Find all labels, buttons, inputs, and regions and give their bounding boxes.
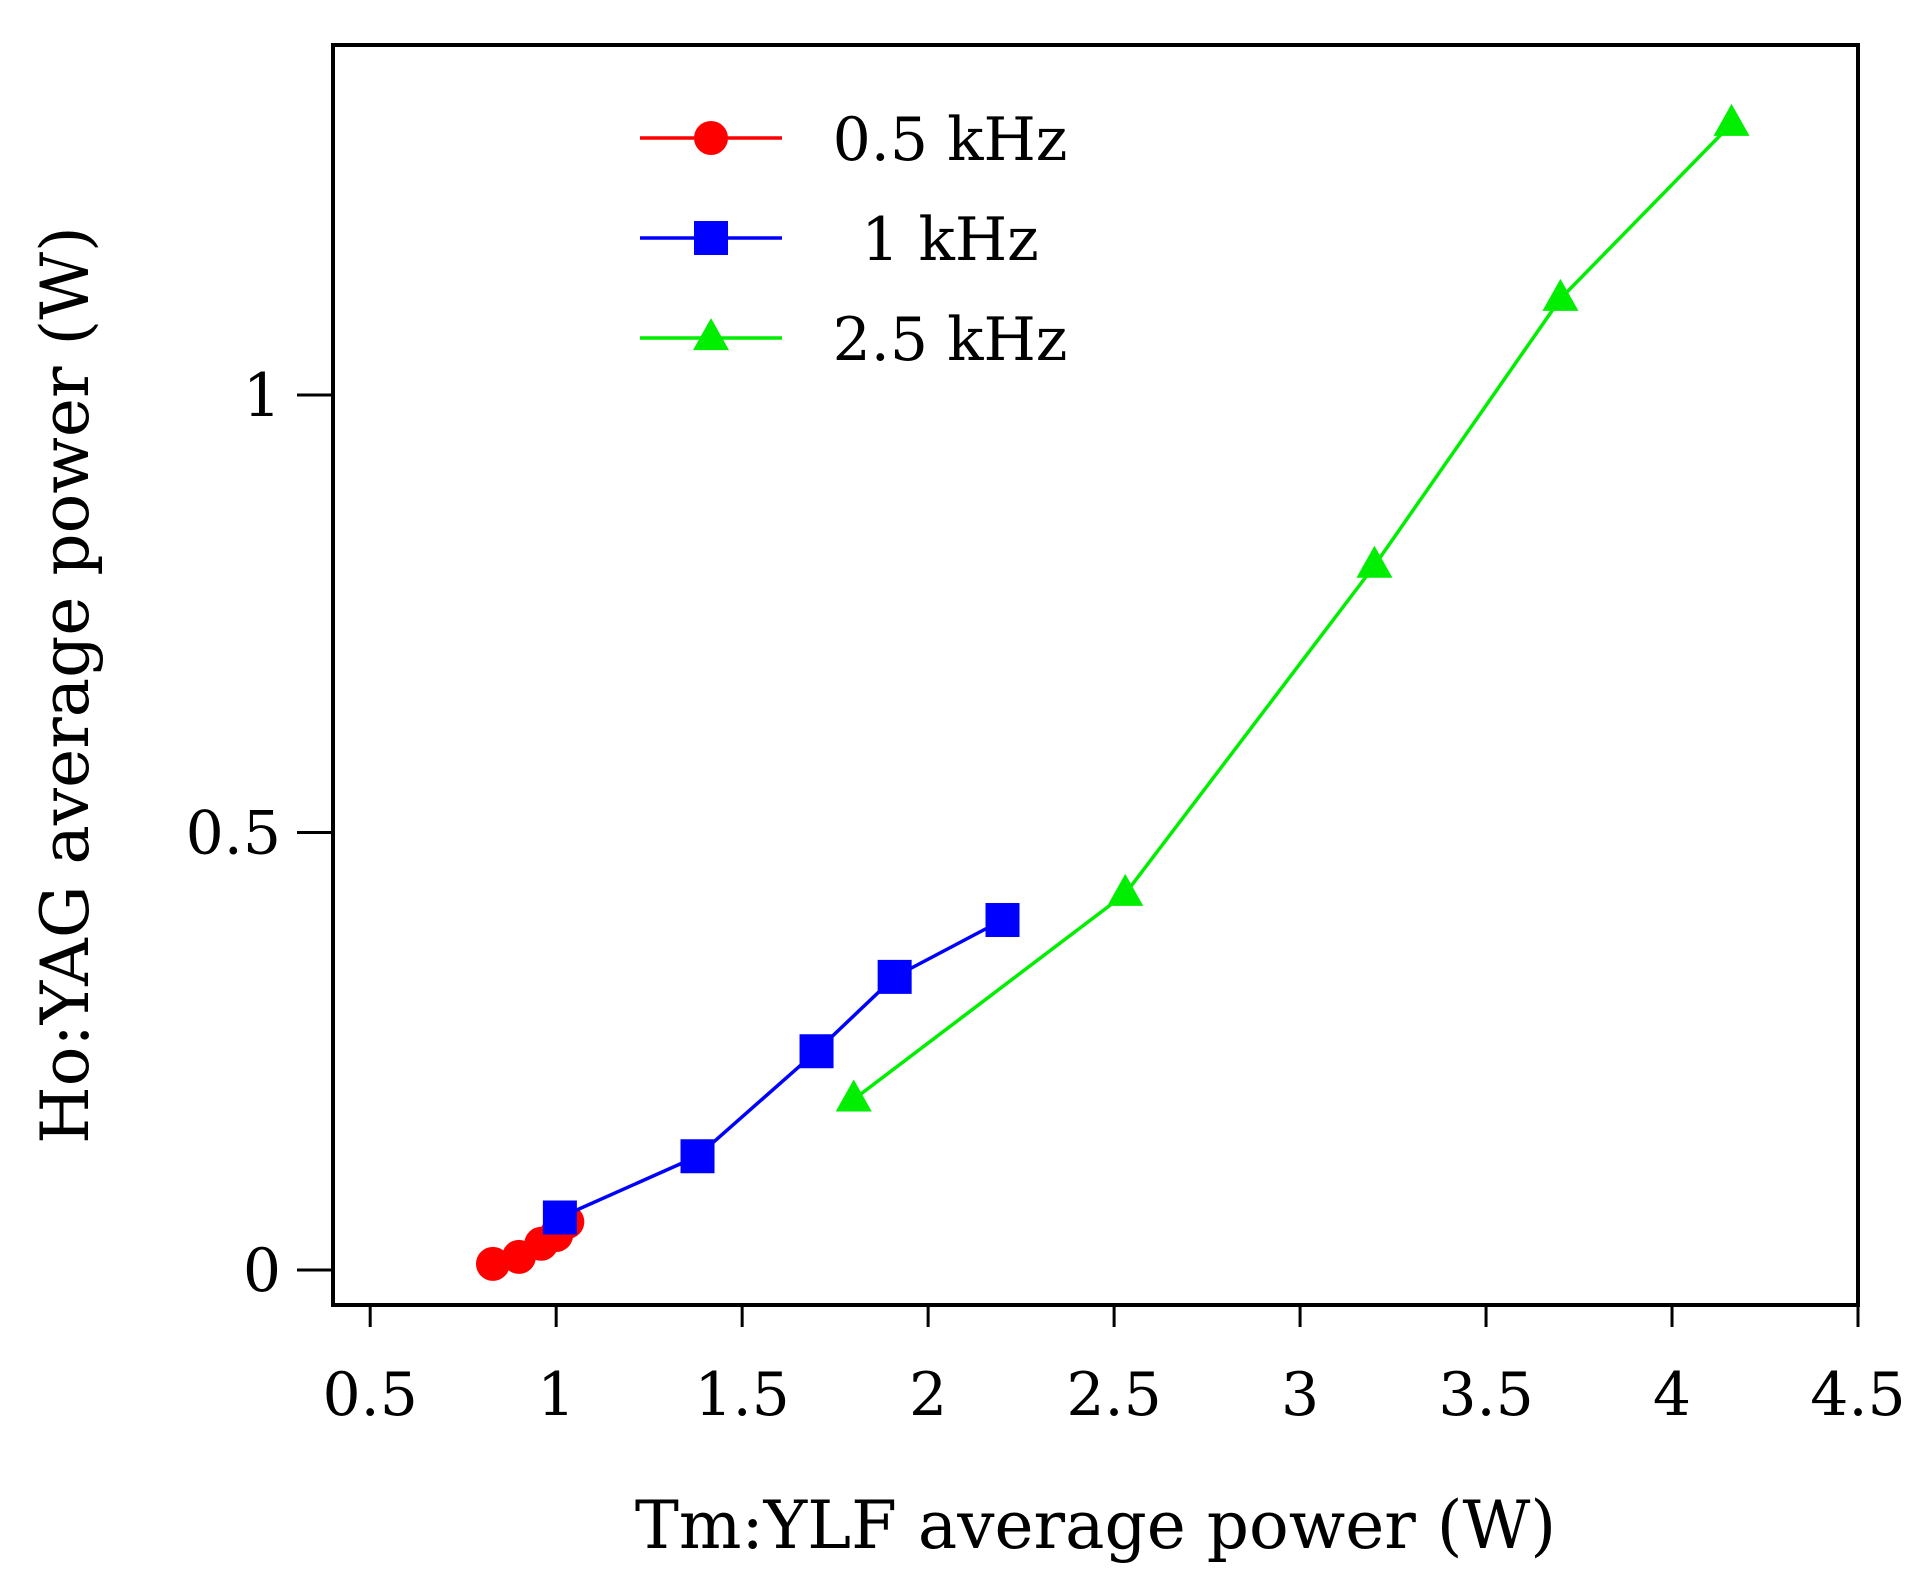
x-tick-label: 2.5 (1066, 1360, 1161, 1430)
legend-marker (694, 221, 728, 255)
y-tick-label: 1 (243, 361, 281, 431)
legend-label: 2.5 kHz (833, 305, 1068, 375)
legend-marker (694, 121, 728, 155)
series-3 (835, 103, 1750, 1112)
data-point (877, 959, 912, 994)
data-point (985, 903, 1020, 937)
data-point (475, 1246, 510, 1281)
data-point (835, 1079, 872, 1112)
legend-item: 2.5 kHz (640, 305, 1067, 375)
x-axis: 0.5 1 1.5 2 2.5 3 3.5 4 4.5 (322, 1305, 1906, 1430)
legend-label: 0.5 kHz (833, 105, 1068, 175)
x-tick-label: 1.5 (694, 1360, 789, 1430)
x-tick-label: 0.5 (322, 1360, 417, 1430)
series-2 (542, 903, 1020, 1235)
plot-frame (331, 43, 1860, 1307)
legend-marker (693, 318, 729, 351)
data-point (1107, 873, 1144, 906)
legend: 0.5 kHz 1 kHz 2.5 kHz (640, 105, 1067, 375)
y-tick-label: 0 (243, 1236, 281, 1306)
y-axis-title: Ho:YAG average power (W) (27, 226, 104, 1144)
x-tick-label: 3.5 (1438, 1360, 1533, 1430)
data-point (680, 1139, 715, 1174)
data-point (542, 1200, 577, 1235)
y-axis: 00.51 (186, 361, 333, 1306)
data-point (1542, 278, 1579, 311)
legend-item: 1 kHz (640, 205, 1039, 275)
data-point (1356, 545, 1393, 578)
x-tick-label: 4.5 (1810, 1360, 1905, 1430)
x-tick-label: 1 (537, 1360, 575, 1430)
x-tick-label: 4 (1653, 1360, 1691, 1430)
x-tick-label: 3 (1281, 1360, 1319, 1430)
data-point (799, 1034, 834, 1069)
x-tick-label: 2 (909, 1360, 947, 1430)
y-tick-label: 0.5 (186, 799, 281, 869)
data-point (1713, 103, 1750, 136)
legend-label: 1 kHz (861, 205, 1039, 275)
x-axis-title: Tm:YLF average power (W) (635, 1487, 1556, 1564)
series-layer (475, 103, 1750, 1281)
legend-item: 0.5 kHz (640, 105, 1067, 175)
